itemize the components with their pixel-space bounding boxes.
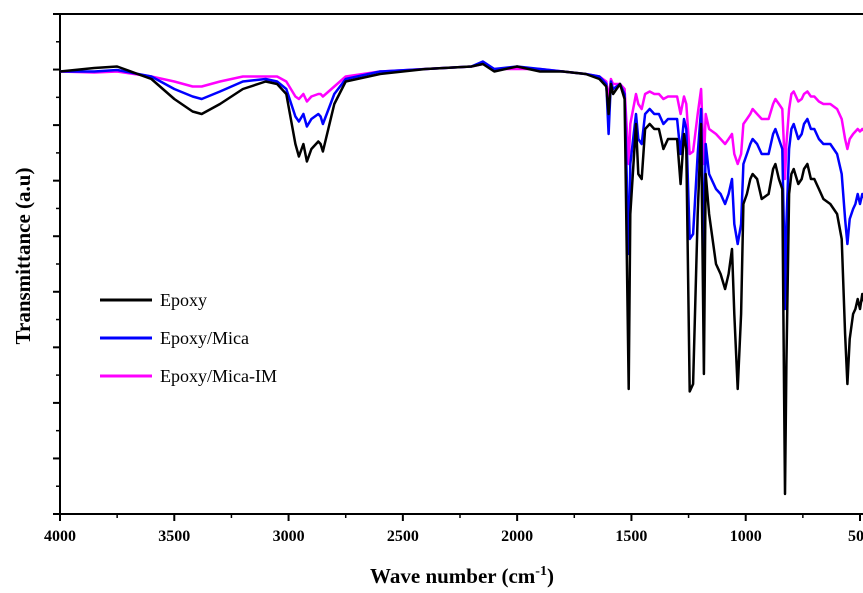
legend-label-epoxy: Epoxy bbox=[160, 290, 207, 310]
x-axis-title-suffix: ) bbox=[547, 564, 554, 588]
x-axis-ticks bbox=[59, 514, 861, 521]
y-axis-ticks bbox=[53, 13, 60, 515]
x-tick-label: 4000 bbox=[44, 528, 76, 545]
series-lines bbox=[59, 60, 863, 496]
x-tick-label: 1500 bbox=[615, 528, 647, 545]
legend: Epoxy Epoxy/Mica Epoxy/Mica-IM bbox=[100, 290, 277, 386]
x-tick-label: 500 bbox=[848, 528, 863, 545]
x-axis-title: Wave number (cm-1) bbox=[370, 564, 554, 588]
x-tick-label: 2000 bbox=[501, 528, 533, 545]
series-line-epoxy-mica bbox=[60, 60, 863, 311]
x-tick-label: 3500 bbox=[158, 528, 190, 545]
x-tick-label: 1000 bbox=[730, 528, 762, 545]
legend-label-epoxy-mica-im: Epoxy/Mica-IM bbox=[160, 366, 277, 386]
x-axis-title-superscript: -1 bbox=[535, 564, 547, 579]
x-tick-label: 3000 bbox=[273, 528, 305, 545]
series-line-epoxy bbox=[59, 62, 863, 496]
x-axis-title-main: Wave number (cm bbox=[370, 564, 536, 588]
x-tick-label: 2500 bbox=[387, 528, 419, 545]
y-axis-title: Transmittance (a.u) bbox=[11, 168, 35, 345]
x-axis-tick-labels: 4000 3500 3000 2500 2000 1500 1000 500 bbox=[44, 528, 863, 545]
series-line-epoxy-mica-im bbox=[59, 62, 863, 181]
legend-label-epoxy-mica: Epoxy/Mica bbox=[160, 328, 249, 348]
